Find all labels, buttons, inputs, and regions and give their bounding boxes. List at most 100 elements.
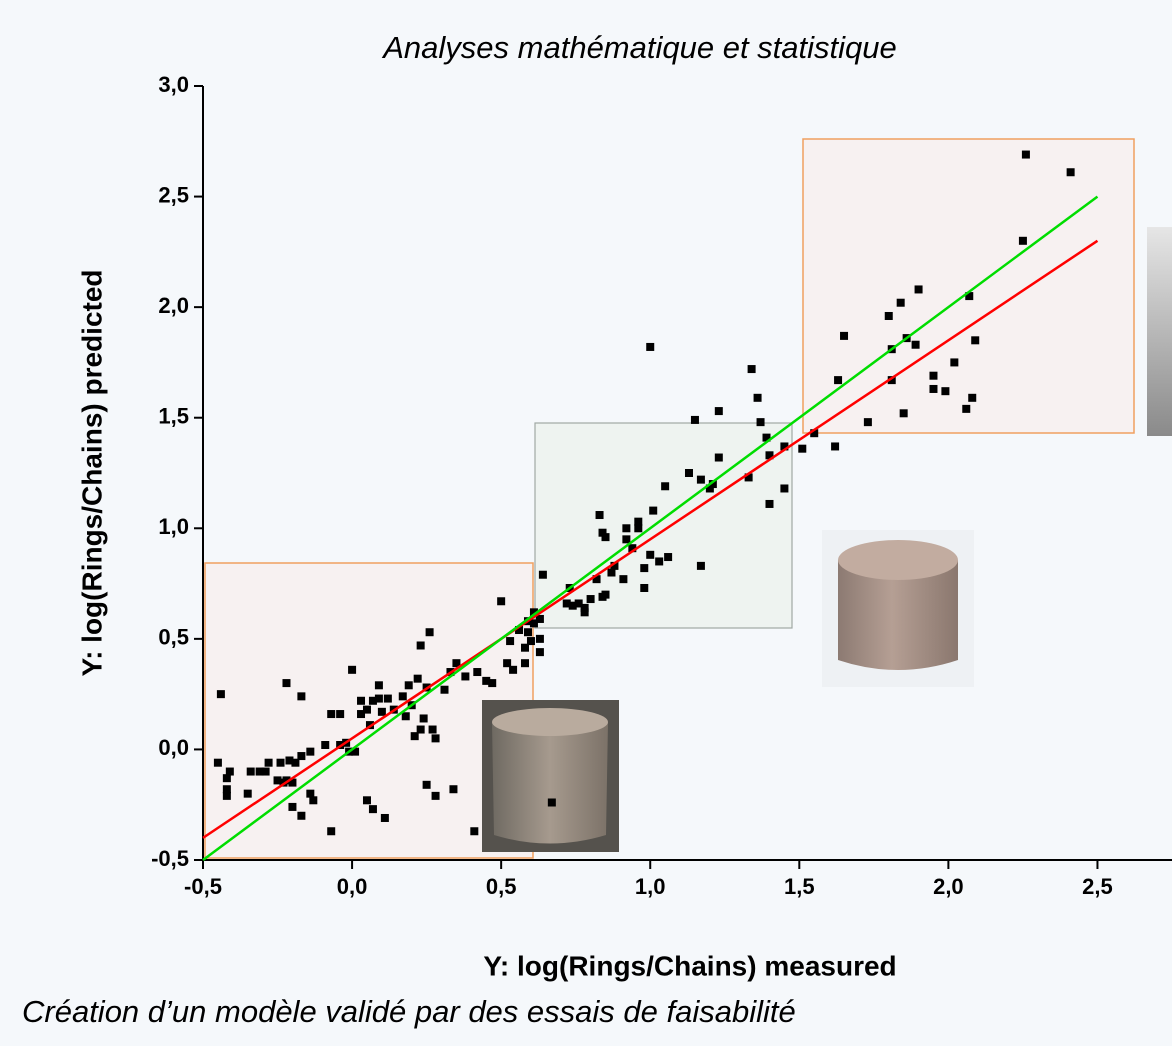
point [586, 595, 595, 604]
point [941, 387, 950, 396]
point [306, 789, 315, 798]
point [419, 714, 428, 723]
point [377, 707, 386, 716]
point [368, 805, 377, 814]
point [351, 747, 360, 756]
point [896, 298, 905, 307]
x-tick-label: 2,5 [1082, 874, 1113, 899]
point [580, 603, 589, 612]
point [285, 756, 294, 765]
x-tick-label: 0,5 [486, 874, 517, 899]
point [422, 780, 431, 789]
point [216, 690, 225, 699]
point [470, 827, 479, 836]
point [380, 813, 389, 822]
point [798, 444, 807, 453]
point [213, 758, 222, 767]
y-tick-label: 1,0 [158, 514, 189, 539]
point [649, 506, 658, 515]
point [547, 798, 556, 807]
point [261, 767, 270, 776]
point [619, 575, 628, 584]
point [646, 550, 655, 559]
point [425, 628, 434, 637]
point [607, 568, 616, 577]
point [765, 499, 774, 508]
point [598, 528, 607, 537]
point [297, 692, 306, 701]
point [288, 802, 297, 811]
point [765, 451, 774, 460]
point [622, 535, 631, 544]
point [357, 696, 366, 705]
x-tick-label: 1,0 [635, 874, 666, 899]
point [348, 665, 357, 674]
point [562, 599, 571, 608]
point [243, 789, 252, 798]
region-box [802, 138, 1135, 434]
fit-line [202, 239, 1099, 839]
point [273, 776, 282, 785]
point [264, 758, 273, 767]
point [780, 442, 789, 451]
point [488, 679, 497, 688]
point [461, 672, 470, 681]
point [535, 648, 544, 657]
point [529, 619, 538, 628]
point [887, 376, 896, 385]
point [431, 791, 440, 800]
point [222, 785, 231, 794]
point [327, 827, 336, 836]
y-tick-label: 0,0 [158, 735, 189, 760]
point [288, 778, 297, 787]
point [521, 659, 530, 668]
point [374, 694, 383, 703]
point [374, 681, 383, 690]
point [509, 665, 518, 674]
point [831, 442, 840, 451]
point [968, 393, 977, 402]
point [383, 694, 392, 703]
point [416, 641, 425, 650]
point [410, 732, 419, 741]
point [574, 599, 583, 608]
point [965, 292, 974, 301]
point [610, 561, 619, 570]
point [276, 758, 285, 767]
point [282, 679, 291, 688]
point [529, 608, 538, 617]
point [222, 774, 231, 783]
point [628, 544, 637, 553]
point [306, 747, 315, 756]
point [535, 634, 544, 643]
point [362, 705, 371, 714]
point [398, 692, 407, 701]
point [696, 561, 705, 570]
chart-title: Analyses mathématique et statistique [381, 30, 897, 65]
point [753, 393, 762, 402]
point [297, 752, 306, 761]
point [368, 696, 377, 705]
point [503, 659, 512, 668]
point [884, 311, 893, 320]
point [640, 583, 649, 592]
point [762, 433, 771, 442]
point [744, 473, 753, 482]
point [535, 614, 544, 623]
point [222, 791, 231, 800]
y-tick-label: 0,5 [158, 625, 189, 650]
point [592, 575, 601, 584]
x-tick-label: -0,5 [184, 874, 222, 899]
fit-line [202, 195, 1099, 862]
point [640, 564, 649, 573]
point [810, 429, 819, 438]
point [971, 336, 980, 345]
point [515, 626, 524, 635]
sample-photo [482, 700, 619, 852]
point [714, 407, 723, 416]
point [416, 725, 425, 734]
point [362, 796, 371, 805]
point [914, 285, 923, 294]
point [580, 608, 589, 617]
